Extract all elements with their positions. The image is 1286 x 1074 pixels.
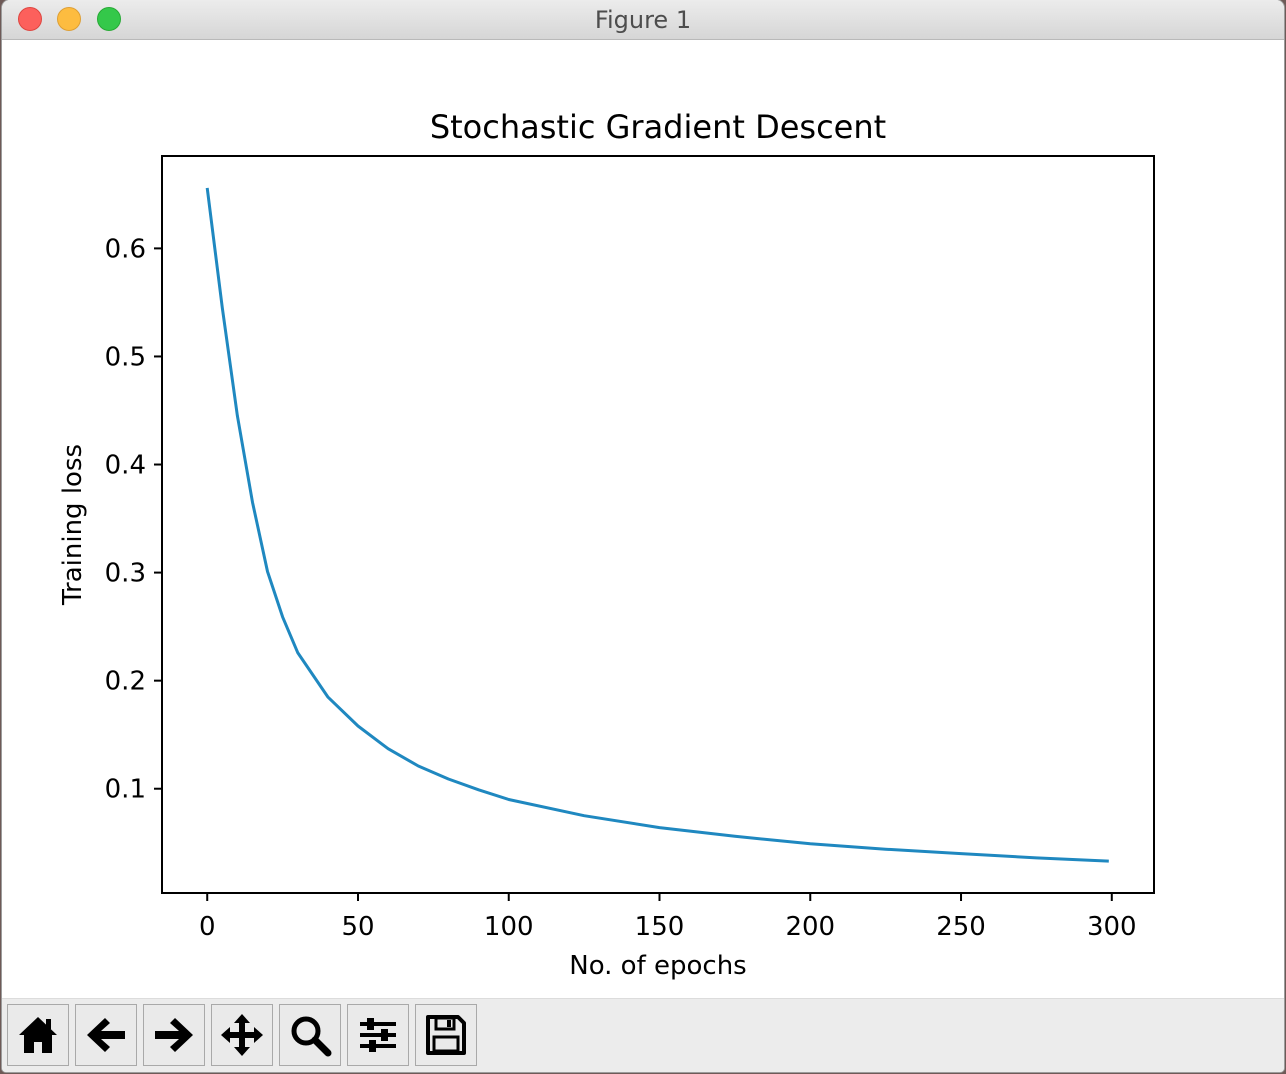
y-tick-label: 0.2 xyxy=(105,667,146,697)
back-arrow-icon xyxy=(87,1018,125,1052)
forward-arrow-icon xyxy=(155,1018,193,1052)
chart-title: Stochastic Gradient Descent xyxy=(430,108,886,146)
y-axis-label: Training loss xyxy=(58,444,88,606)
navigation-toolbar xyxy=(2,998,1284,1072)
y-tick-label: 0.1 xyxy=(105,775,146,805)
x-tick-label: 50 xyxy=(341,912,374,942)
window-title: Figure 1 xyxy=(594,6,692,34)
configure-subplots-icon xyxy=(360,1018,396,1052)
zoom-button[interactable] xyxy=(279,1004,341,1066)
x-tick-label: 200 xyxy=(785,912,835,942)
save-floppy-icon xyxy=(426,1015,466,1055)
line-chart: 0 50 100 150 200 250 300 0.1 0.2 0.3 0.4 0.5 0.6 St… xyxy=(58,108,1155,981)
x-tick-label: 150 xyxy=(635,912,685,942)
y-axis: 0.1 0.2 0.3 0.4 0.5 0.6 xyxy=(105,234,162,805)
y-tick-label: 0.6 xyxy=(105,234,146,264)
x-tick-label: 0 xyxy=(199,912,216,942)
x-axis: 0 50 100 150 200 250 300 xyxy=(199,893,1137,942)
zoom-magnifier-icon xyxy=(291,1016,332,1057)
training-loss-line xyxy=(205,187,1109,863)
minimize-window-button[interactable] xyxy=(57,7,81,31)
y-tick-label: 0.4 xyxy=(105,451,146,481)
y-tick-label: 0.5 xyxy=(105,342,146,372)
x-tick-label: 100 xyxy=(484,912,534,942)
x-axis-label: No. of epochs xyxy=(569,951,746,981)
configure-subplots-button[interactable] xyxy=(347,1004,409,1066)
forward-button[interactable] xyxy=(143,1004,205,1066)
maximize-window-button[interactable] xyxy=(97,7,121,31)
y-tick-label: 0.3 xyxy=(105,559,146,589)
pan-move-icon xyxy=(221,1014,263,1056)
pan-button[interactable] xyxy=(211,1004,273,1066)
axes-frame xyxy=(161,155,1155,894)
home-button[interactable] xyxy=(7,1004,69,1066)
home-icon xyxy=(19,1017,57,1053)
back-button[interactable] xyxy=(75,1004,137,1066)
x-tick-label: 250 xyxy=(936,912,986,942)
save-button[interactable] xyxy=(415,1004,477,1066)
x-tick-label: 300 xyxy=(1087,912,1137,942)
title-bar[interactable]: Figure 1 xyxy=(2,0,1284,40)
close-window-button[interactable] xyxy=(18,7,42,31)
